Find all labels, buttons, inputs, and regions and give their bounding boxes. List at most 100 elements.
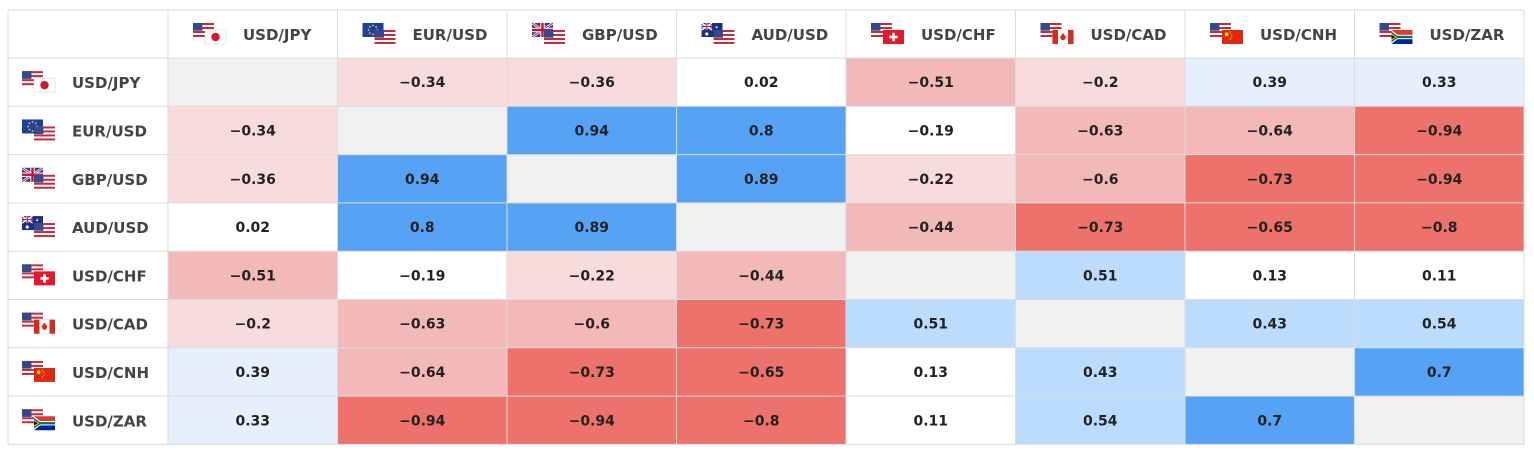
matrix-cell (168, 347, 338, 397)
cell-value: −0.6 (1082, 172, 1119, 188)
ch-flag-icon (883, 30, 904, 44)
cell-value: −0.94 (569, 413, 616, 429)
cell-value: 0.54 (1083, 413, 1118, 429)
cell-value: −0.65 (738, 365, 784, 381)
cell-value: 0.11 (1422, 268, 1457, 284)
us-flag-icon (34, 223, 55, 238)
us-flag-icon (34, 174, 55, 189)
cell-value: −0.22 (908, 172, 954, 188)
row-header: EUR/USD (72, 122, 147, 140)
matrix-cell (337, 58, 507, 107)
cell-value: −0.94 (399, 413, 446, 429)
cell-value: −0.64 (399, 365, 446, 381)
cell-value: 0.13 (1252, 268, 1287, 284)
matrix-cell (507, 106, 677, 155)
matrix-cell (676, 154, 846, 203)
matrix-cell (676, 58, 846, 107)
matrix-cell (168, 299, 338, 348)
matrix-cell (337, 347, 507, 397)
column-header: EUR/USD (413, 26, 488, 44)
cell-value: 0.8 (749, 123, 774, 139)
matrix-cell (168, 251, 338, 300)
pair-flags-icon (362, 23, 396, 44)
pair-flags-icon (701, 22, 735, 44)
cell-value: 0.11 (913, 413, 948, 429)
us-flag-icon (544, 30, 565, 44)
matrix-cell (676, 299, 846, 348)
cell-value: 0.13 (913, 365, 948, 381)
cell-value: 0.7 (1427, 365, 1452, 381)
us-flag-icon (713, 30, 735, 44)
pair-flags-icon (22, 409, 55, 431)
matrix-cell (846, 154, 1016, 203)
row-header: USD/ZAR (72, 412, 147, 430)
row-header: USD/CNH (72, 364, 149, 382)
column-header: USD/ZAR (1430, 26, 1505, 44)
za-flag-icon (34, 416, 55, 431)
cell-value: −0.44 (908, 220, 955, 236)
jp-flag-icon (204, 29, 227, 45)
cell-value: −0.36 (230, 172, 276, 188)
cell-value: 0.43 (1083, 365, 1118, 381)
cell-value: −0.63 (1077, 123, 1123, 139)
matrix-cell (337, 251, 507, 300)
pair-flags-icon (531, 21, 565, 44)
matrix-cell (507, 202, 677, 252)
cell-value: −0.51 (230, 268, 276, 284)
column-header: USD/JPY (243, 26, 312, 44)
matrix-cell (676, 251, 846, 300)
cell-value: −0.19 (908, 123, 954, 139)
matrix-cell (1015, 396, 1185, 445)
cell-value: −0.19 (399, 268, 445, 284)
gb-flag-icon (21, 166, 44, 183)
cell-value: −0.94 (1416, 123, 1463, 139)
cn-flag-icon (34, 367, 55, 382)
matrix-cell (507, 396, 677, 445)
matrix-cell (1185, 396, 1355, 445)
matrix-cell (1185, 251, 1355, 300)
cell-value: −0.65 (1247, 220, 1293, 236)
pair-flags-icon (1210, 23, 1243, 44)
cell-value: 0.89 (574, 220, 609, 236)
column-header: USD/CHF (921, 26, 996, 44)
matrix-cell (1354, 154, 1524, 203)
matrix-cell (337, 106, 507, 155)
cell-value: −0.73 (1247, 172, 1293, 188)
pair-flags-icon (22, 264, 55, 286)
column-header: AUD/USD (752, 26, 829, 44)
matrix-cell (676, 347, 846, 397)
ch-flag-icon (34, 271, 55, 286)
cell-value: 0.54 (1422, 317, 1457, 333)
matrix-cell (846, 396, 1016, 445)
matrix-cell (1015, 299, 1185, 348)
cell-value: −0.73 (1077, 220, 1123, 236)
matrix-cell (337, 202, 507, 252)
us-flag-icon (374, 30, 396, 44)
row-header: AUD/USD (72, 219, 149, 237)
matrix-cell (507, 251, 677, 300)
matrix-cell (168, 202, 338, 252)
cell-value: −0.51 (908, 75, 954, 91)
ca-flag-icon (33, 319, 56, 334)
matrix-cell (676, 396, 846, 445)
row-header: USD/CAD (72, 316, 148, 334)
matrix-cell (846, 347, 1016, 397)
pair-flags-icon (21, 166, 55, 189)
cell-value: −0.8 (743, 413, 780, 429)
jp-flag-icon (33, 77, 56, 93)
cell-value: 0.51 (913, 317, 948, 333)
matrix-cell (1354, 202, 1524, 252)
matrix-cell (1354, 299, 1524, 348)
us-flag-icon (22, 360, 43, 375)
cell-value: 0.43 (1252, 317, 1287, 333)
pair-flags-icon (22, 71, 56, 93)
matrix-cell (168, 106, 338, 155)
pair-flags-icon (22, 312, 56, 334)
matrix-cell (1185, 347, 1355, 397)
cell-value: −0.8 (1421, 220, 1458, 236)
cell-value: 0.89 (744, 172, 779, 188)
matrix-cell (337, 396, 507, 445)
matrix-cell (1015, 251, 1185, 300)
pair-flags-icon (1040, 23, 1074, 45)
